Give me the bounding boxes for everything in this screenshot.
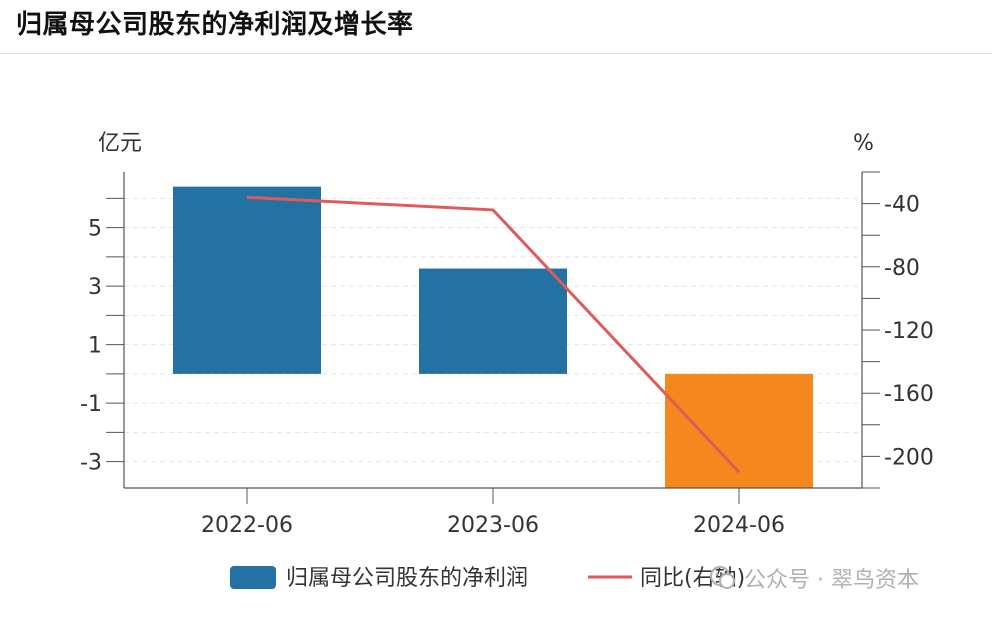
- left-tick-label: 1: [88, 334, 102, 359]
- x-tick-label: 2023-06: [447, 513, 539, 538]
- legend-bar-swatch: [230, 566, 276, 589]
- labels: 5 3 1 -1 -3 -40 -80 -120 -160 -200 2022-06 2023-06 2…: [80, 131, 934, 538]
- yoy-line-path: [246, 195, 741, 474]
- right-tick-label: -160: [884, 382, 934, 407]
- bar: [173, 186, 321, 374]
- right-tick-label: -40: [884, 193, 920, 218]
- left-tick-label: 5: [88, 217, 102, 242]
- right-tick-label: -120: [884, 319, 934, 344]
- title-divider: [0, 53, 992, 54]
- x-tick-label: 2022-06: [201, 513, 293, 538]
- watermark: 公众号 · 翠鸟资本: [708, 562, 919, 594]
- wechat-icon: [710, 566, 735, 589]
- left-axis-label: 亿元: [98, 131, 142, 156]
- left-tick-label: -1: [80, 392, 102, 417]
- left-tick-label: 3: [88, 275, 102, 300]
- bar: [665, 373, 813, 488]
- left-tick-label: -3: [80, 451, 102, 476]
- watermark-text: 公众号 · 翠鸟资本: [744, 568, 919, 593]
- x-tick-label: 2024-06: [693, 513, 785, 538]
- legend-bar-label: 归属母公司股东的净利润: [286, 566, 528, 591]
- bar: [419, 268, 567, 374]
- right-tick-label: -200: [884, 445, 934, 470]
- right-tick-label: -80: [884, 256, 920, 281]
- yoy-line: [246, 195, 741, 474]
- legend: 归属母公司股东的净利润 同比(右轴): [230, 566, 745, 591]
- right-axis-label: %: [853, 131, 874, 156]
- chart-title: 归属母公司股东的净利润及增长率: [16, 10, 414, 40]
- bars: [173, 186, 813, 488]
- axes: [106, 171, 880, 504]
